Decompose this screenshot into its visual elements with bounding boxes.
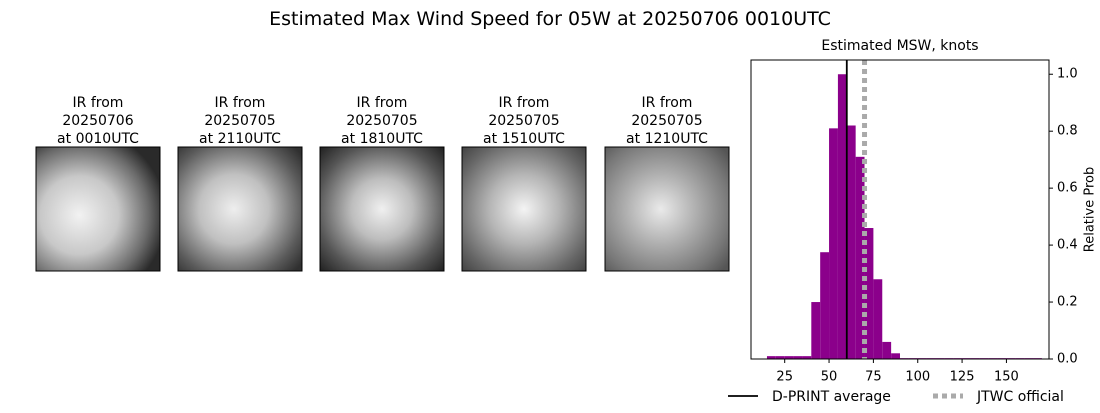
panel-label: 20250705 [346, 113, 417, 129]
figure-title: Estimated Max Wind Speed for 05W at 2025… [269, 8, 831, 30]
x-tick-label: 50 [821, 370, 838, 385]
satellite-image [177, 146, 303, 272]
panel-label: IR from [499, 95, 550, 111]
bar [864, 228, 874, 359]
satellite-image [604, 146, 730, 272]
y-axis-label: Relative Prob [1083, 167, 1098, 252]
panel-label: at 1810UTC [341, 131, 423, 147]
legend-label: JTWC official [976, 389, 1064, 405]
y-tick-label: 0.4 [1057, 238, 1078, 253]
chart-title: Estimated MSW, knots [821, 38, 978, 54]
bar [811, 302, 821, 359]
panel-label: 20250705 [631, 113, 702, 129]
satellite-image [319, 146, 445, 272]
bar [855, 156, 865, 359]
y-tick-label: 0.8 [1057, 124, 1078, 139]
panel-label: IR from [215, 95, 266, 111]
panel-label: IR from [73, 95, 124, 111]
bar [882, 341, 892, 359]
panel-label: at 0010UTC [57, 131, 139, 147]
bar [846, 125, 856, 359]
bar [873, 279, 883, 359]
bar [784, 356, 794, 359]
panel-label: 20250705 [204, 113, 275, 129]
satellite-image [461, 146, 587, 272]
bar [837, 74, 847, 359]
y-tick-label: 0.6 [1057, 181, 1078, 196]
y-tick-label: 0.0 [1057, 352, 1078, 367]
bar [829, 128, 838, 359]
bar [775, 356, 785, 359]
x-tick-label: 100 [905, 370, 930, 385]
panel-label: 20250706 [62, 113, 133, 129]
bar [793, 356, 803, 359]
bar [802, 356, 812, 359]
x-tick-label: 75 [865, 370, 882, 385]
y-tick-label: 0.2 [1057, 295, 1078, 310]
legend-label: D-PRINT average [772, 389, 891, 405]
y-tick-label: 1.0 [1057, 67, 1078, 82]
panel-label: 20250705 [488, 113, 559, 129]
panel-label: at 2110UTC [199, 131, 281, 147]
bar [820, 252, 830, 359]
bar [891, 353, 900, 359]
plot-frame [750, 59, 1050, 360]
panel-label: IR from [357, 95, 408, 111]
bar [766, 356, 776, 359]
panel-label: IR from [642, 95, 693, 111]
panel-label: at 1210UTC [626, 131, 708, 147]
x-tick-label: 25 [776, 370, 793, 385]
x-tick-label: 125 [950, 370, 975, 385]
satellite-image [35, 146, 161, 272]
panel-label: at 1510UTC [483, 131, 565, 147]
x-tick-label: 150 [994, 370, 1019, 385]
